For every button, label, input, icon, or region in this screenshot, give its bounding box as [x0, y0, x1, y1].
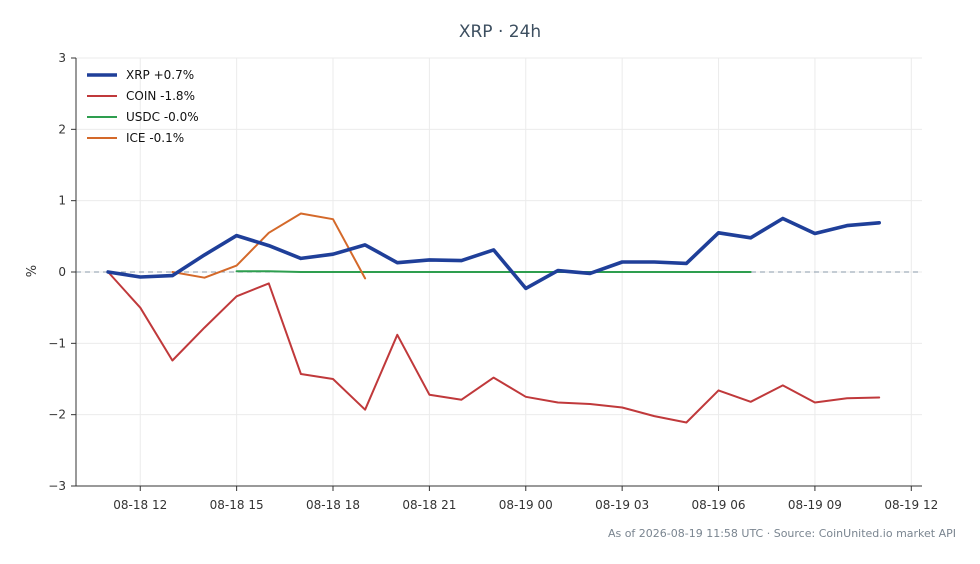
y-ticks: 3 2 1 0 −1 −2 −3	[48, 51, 76, 493]
y-tick-label: 2	[58, 122, 66, 136]
x-tick-label: 08-18 18	[306, 498, 360, 512]
x-ticks: 08-18 12 08-18 15 08-18 18 08-18 21 08-19 00…	[113, 486, 938, 512]
footer-source: As of 2026-08-19 11:58 UTC · Source: Coi…	[608, 527, 956, 540]
series-line-xrp	[106, 216, 882, 291]
legend: XRP +0.7% COIN -1.8% USDC -0.0% ICE -0.1%	[87, 68, 199, 145]
y-tick-label: −2	[48, 408, 66, 422]
x-tick-label: 08-19 12	[884, 498, 938, 512]
x-tick-label: 08-18 21	[402, 498, 456, 512]
series-lines	[106, 212, 882, 424]
chart-title: XRP · 24h	[459, 22, 541, 42]
series-line-coin	[107, 271, 881, 424]
y-tick-label: 0	[58, 265, 66, 279]
series-line-usdc	[235, 270, 752, 273]
x-tick-label: 08-18 15	[210, 498, 264, 512]
y-tick-label: −1	[48, 336, 66, 350]
x-tick-label: 08-19 03	[595, 498, 649, 512]
legend-label-usdc: USDC -0.0%	[126, 110, 199, 124]
series-line-ice	[171, 212, 367, 280]
x-tick-label: 08-19 06	[692, 498, 746, 512]
y-tick-label: −3	[48, 479, 66, 493]
y-axis-label: %	[25, 265, 40, 277]
legend-label-coin: COIN -1.8%	[126, 89, 195, 103]
y-tick-label: 3	[58, 51, 66, 65]
x-tick-label: 08-18 12	[113, 498, 167, 512]
x-tick-label: 08-19 09	[788, 498, 842, 512]
y-tick-label: 1	[58, 194, 66, 208]
legend-label-ice: ICE -0.1%	[126, 131, 184, 145]
x-tick-label: 08-19 00	[499, 498, 553, 512]
legend-label-xrp: XRP +0.7%	[126, 68, 194, 82]
